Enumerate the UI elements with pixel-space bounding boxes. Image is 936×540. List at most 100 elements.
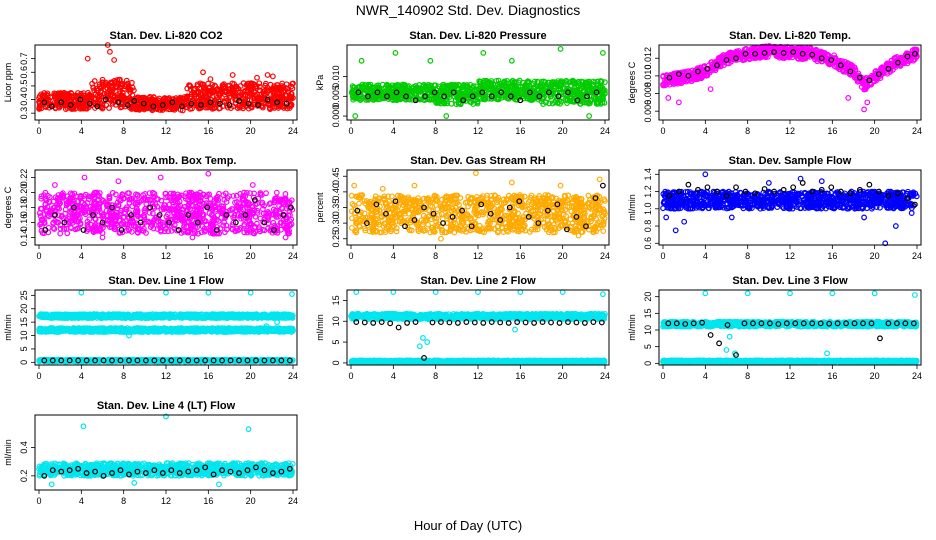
data-point [73,101,80,108]
x-tick-label: 12 [473,251,483,261]
outlier-point [249,182,256,188]
chart-panel: Stan. Dev. Li-820 Temp.degrees C0 4 8 12 16 2… [627,30,922,136]
data-point [39,93,46,100]
x-tick-label: 16 [515,126,525,136]
outlier-point [864,99,871,106]
data-point [123,77,130,84]
x-tick-label: 8 [121,126,126,136]
series-points [36,170,296,241]
data-point [36,104,43,111]
x-tick-label: 4 [391,126,396,136]
x-tick-label: 12 [161,251,171,261]
x-tick-label: 8 [745,126,750,136]
y-tick-label: 0.010 [331,65,341,88]
outlier-point [707,86,714,93]
data-point [106,105,112,111]
data-point [146,209,153,216]
outlier-point [229,72,236,78]
y-tick-label: 0.7 [19,52,29,65]
data-point [78,105,85,111]
x-tick-label: 24 [600,251,610,261]
x-tick-label: 8 [433,251,438,261]
data-point [434,206,441,213]
outlier-point [81,174,88,181]
data-point [118,100,125,107]
outlier-point [665,95,672,101]
outlier-point [269,73,276,80]
chart-panel: Stan. Dev. Amb. Box Temp.degrees C0 4 8 12 1… [3,155,298,261]
x-tick-label: 0 [36,126,41,136]
x-tick-label: 20 [246,251,256,261]
x-tick-label: 12 [473,126,483,136]
outlier-point [392,49,399,56]
data-point [114,77,121,83]
data-point [125,87,132,93]
outlier-point [205,170,212,177]
data-point [98,104,104,110]
x-tick-label: 4 [391,251,396,261]
data-point [119,95,126,102]
y-tick-label: 0.45 [331,167,341,185]
data-point [99,76,106,83]
x-tick-label: 4 [703,126,708,136]
y-axis-label: degrees C [3,186,13,228]
data-point [117,90,123,97]
outlier-point [675,99,682,106]
outlier-point [111,57,118,63]
x-tick-label: 0 [36,251,41,261]
outlier-point [200,69,206,76]
data-point [119,89,126,96]
x-tick-label: 8 [433,126,438,136]
x-tick-label: 16 [827,126,837,136]
x-tick-label: 24 [288,126,298,136]
outlier-point [508,57,515,64]
data-point [93,85,100,92]
panel-title: Stan. Dev. Li-820 CO2 [110,30,223,42]
series-points [348,170,608,242]
data-point [45,96,52,103]
data-point [98,84,105,90]
outlier-point [84,55,91,62]
data-point [113,84,119,91]
series-points [36,42,296,114]
y-axis-label: degrees C [627,61,637,103]
data-point [125,80,131,87]
data-point [600,228,607,235]
data-point [348,192,355,199]
data-point [96,92,103,99]
panel-title: Stan. Dev. Li-820 Temp. [729,30,851,42]
data-point [93,87,100,94]
data-point [90,95,97,102]
outlier-point [207,76,214,82]
x-tick-label: 16 [203,251,213,261]
outlier-point [115,178,122,185]
data-point [129,84,136,91]
y-tick-label: 0.6 [19,66,29,79]
data-point [273,189,280,196]
x-tick-label: 20 [558,251,568,261]
data-point [585,192,592,199]
x-tick-label: 24 [600,126,610,136]
data-point [356,200,362,207]
x-tick-label: 4 [79,126,84,136]
outlier-point [557,46,564,52]
outlier-point [51,182,58,188]
x-tick-label: 20 [246,126,256,136]
data-point [64,230,71,237]
outlier-point [157,174,164,181]
data-point [89,80,96,87]
y-tick-label: 0.5 [19,80,29,93]
outlier-point [358,57,365,64]
y-tick-label: 0.4 [19,93,29,106]
y-tick-label: 0.22 [19,169,29,187]
panel-title: Stan. Dev. Gas Stream RH [410,155,546,167]
data-point [84,95,90,102]
x-tick-label: 20 [870,126,880,136]
x-tick-label: 0 [348,251,353,261]
x-tick-label: 16 [515,251,525,261]
